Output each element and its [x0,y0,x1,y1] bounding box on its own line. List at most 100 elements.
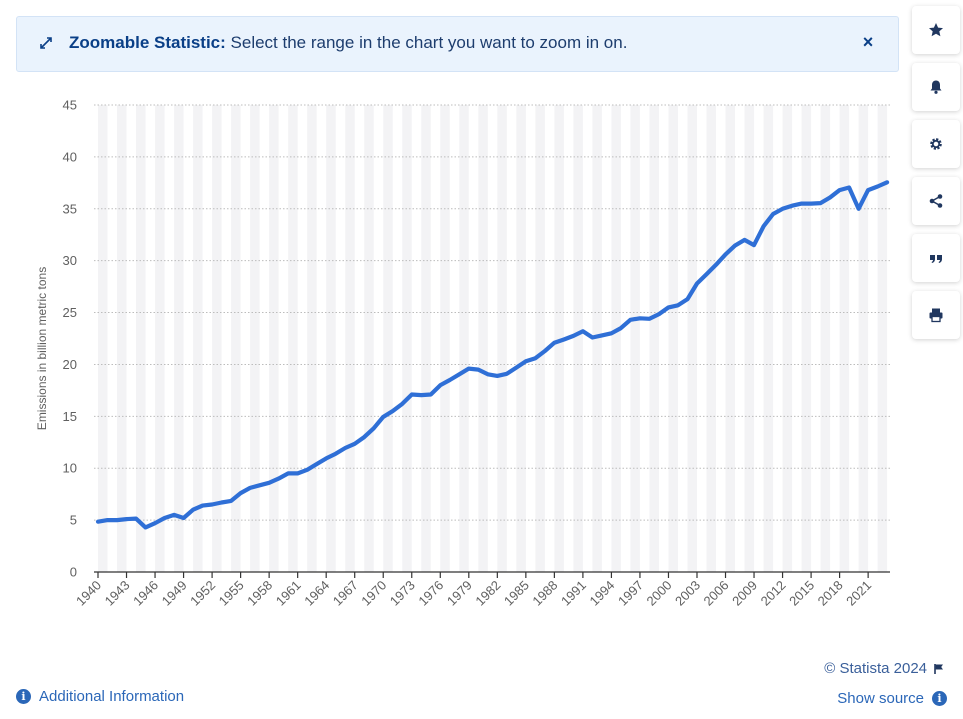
data-point [695,281,699,285]
emissions-line-chart[interactable]: 0510152025303540451940194319461949195219… [0,80,905,640]
data-point [628,318,632,322]
show-source-link[interactable]: Show source i [837,690,947,707]
background-band [706,105,717,572]
zoom-banner-message: Select the range in the chart you want t… [225,33,628,52]
credit-text: © Statista 2024 [824,660,927,677]
additional-information-label: Additional Information [39,688,185,705]
data-point [201,504,205,508]
data-point [685,297,689,301]
y-tick-label: 30 [63,253,77,268]
background-band [402,105,412,572]
background-band [117,105,127,572]
background-band [611,105,621,572]
data-point [144,525,148,529]
background-band [459,105,469,572]
x-tick-label: 1964 [301,578,332,609]
data-point [457,372,461,376]
x-tick-label: 1982 [472,578,503,609]
y-tick-label: 25 [63,305,77,320]
cite-button[interactable] [912,234,960,282]
data-point [676,303,680,307]
background-band [155,105,165,572]
data-point [258,483,262,487]
x-tick-label: 1952 [187,578,218,609]
background-band [877,105,888,572]
data-point [286,471,290,475]
data-point [704,272,708,276]
background-band [307,105,317,572]
data-point [362,435,366,439]
y-axis-title: Emissions in billion metric tons [35,267,49,430]
data-point [809,202,813,206]
background-band [782,105,793,572]
share-icon [929,194,943,208]
data-point [96,520,100,524]
share-button[interactable] [912,177,960,225]
data-point [305,468,309,472]
data-point [419,393,423,397]
data-point [581,329,585,333]
data-point [838,188,842,192]
background-band [421,105,431,572]
zoom-banner-title: Zoomable Statistic: [69,33,226,52]
background-band [212,105,222,572]
bell-icon [930,80,942,94]
data-point [543,349,547,353]
data-point [800,202,804,206]
background-band [345,105,355,572]
chart-area[interactable]: 0 5 10 15 20 25 30 35 40 45 1940 1943 1946 1949 1952 19… [0,80,905,640]
info-icon: i [932,691,947,706]
data-point [771,212,775,216]
data-point [657,312,661,316]
background-band [250,105,260,572]
data-point [324,456,328,460]
print-button[interactable] [912,291,960,339]
x-tick-label: 1970 [358,578,389,609]
data-point [381,415,385,419]
settings-button[interactable] [912,120,960,168]
favorite-button[interactable] [912,6,960,54]
background-band [440,105,450,572]
data-point [106,518,110,522]
data-point [334,452,338,456]
notification-button[interactable] [912,63,960,111]
background-band [763,105,774,572]
background-band [649,105,659,572]
close-icon[interactable]: × [862,32,874,52]
x-tick-label: 1991 [558,578,589,609]
data-point [353,442,357,446]
x-tick-label: 1967 [330,578,361,609]
background-band [383,105,393,572]
data-point [125,517,129,521]
background-band [497,105,507,572]
data-point [647,317,651,321]
data-point [220,500,224,504]
data-point [571,334,575,338]
info-icon: i [16,689,31,704]
background-band [326,105,336,572]
x-tick-label: 1979 [444,578,475,609]
show-source-label: Show source [837,690,924,707]
data-point [191,508,195,512]
x-tick-label: 1985 [501,578,532,609]
data-point [229,499,233,503]
background-band [687,105,697,572]
zoom-banner-text: Zoomable Statistic: Select the range in … [69,33,627,53]
data-point [467,367,471,371]
data-point [429,393,433,397]
additional-information-link[interactable]: i Additional Information [16,688,184,705]
data-point [666,305,670,309]
gear-icon [930,138,942,150]
data-point [524,359,528,363]
background-band [744,105,755,572]
data-point [391,409,395,413]
data-point [600,333,604,337]
background-band [839,105,850,572]
background-band [98,105,108,572]
background-band [554,105,564,572]
data-point [495,374,499,378]
data-point [762,224,766,228]
data-point [182,516,186,520]
background-band [573,105,583,572]
statista-credit[interactable]: © Statista 2024 [824,660,945,677]
